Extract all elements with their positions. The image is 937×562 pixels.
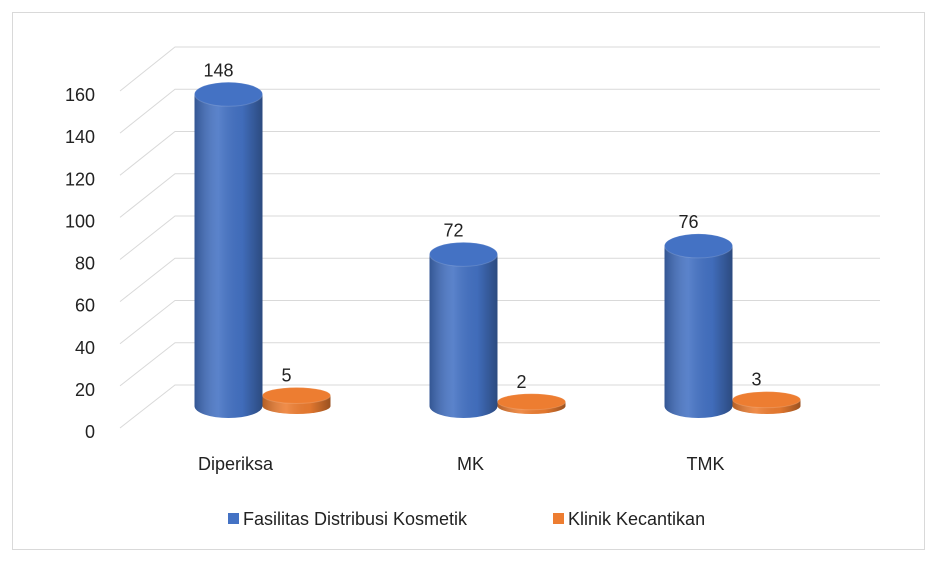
bar-shading [194, 94, 263, 419]
bar-top [429, 241, 498, 267]
x-tick-label: Diperiksa [198, 454, 274, 474]
legend-label: Klinik Kecantikan [568, 509, 705, 529]
data-label: 72 [443, 220, 463, 240]
grid-line [119, 131, 880, 176]
bar-shading [429, 254, 498, 419]
y-tick-label: 60 [75, 296, 95, 316]
y-tick-label: 40 [75, 338, 95, 358]
x-tick-label: MK [457, 454, 484, 474]
y-tick-label: 120 [65, 169, 95, 189]
bar-top [732, 391, 801, 409]
data-label: 5 [281, 365, 291, 385]
legend-label: Fasilitas Distribusi Kosmetik [243, 509, 468, 529]
data-label: 2 [516, 372, 526, 392]
y-tick-label: 80 [75, 254, 95, 274]
y-tick-label: 0 [85, 422, 95, 442]
bar-top [194, 81, 263, 107]
y-tick-label: 160 [65, 85, 95, 105]
data-label: 76 [678, 212, 698, 232]
bar-top [262, 386, 331, 404]
data-label: 148 [203, 60, 233, 80]
grid-line [119, 46, 880, 92]
bar-top [664, 233, 733, 259]
bar-shading [664, 245, 733, 419]
legend-swatch [228, 513, 239, 524]
grid-line [119, 173, 880, 218]
data-label: 3 [751, 370, 761, 390]
bar-top [497, 393, 566, 411]
grid-line [119, 300, 880, 345]
grid-line [119, 215, 880, 260]
grid-line [119, 257, 880, 303]
grid-line [119, 384, 880, 429]
y-tick-label: 100 [65, 211, 95, 231]
y-tick-label: 140 [65, 127, 95, 147]
x-tick-label: TMK [687, 454, 725, 474]
grid-line [119, 88, 880, 134]
grid-line [119, 342, 880, 387]
y-tick-label: 20 [75, 380, 95, 400]
legend-swatch [553, 513, 564, 524]
